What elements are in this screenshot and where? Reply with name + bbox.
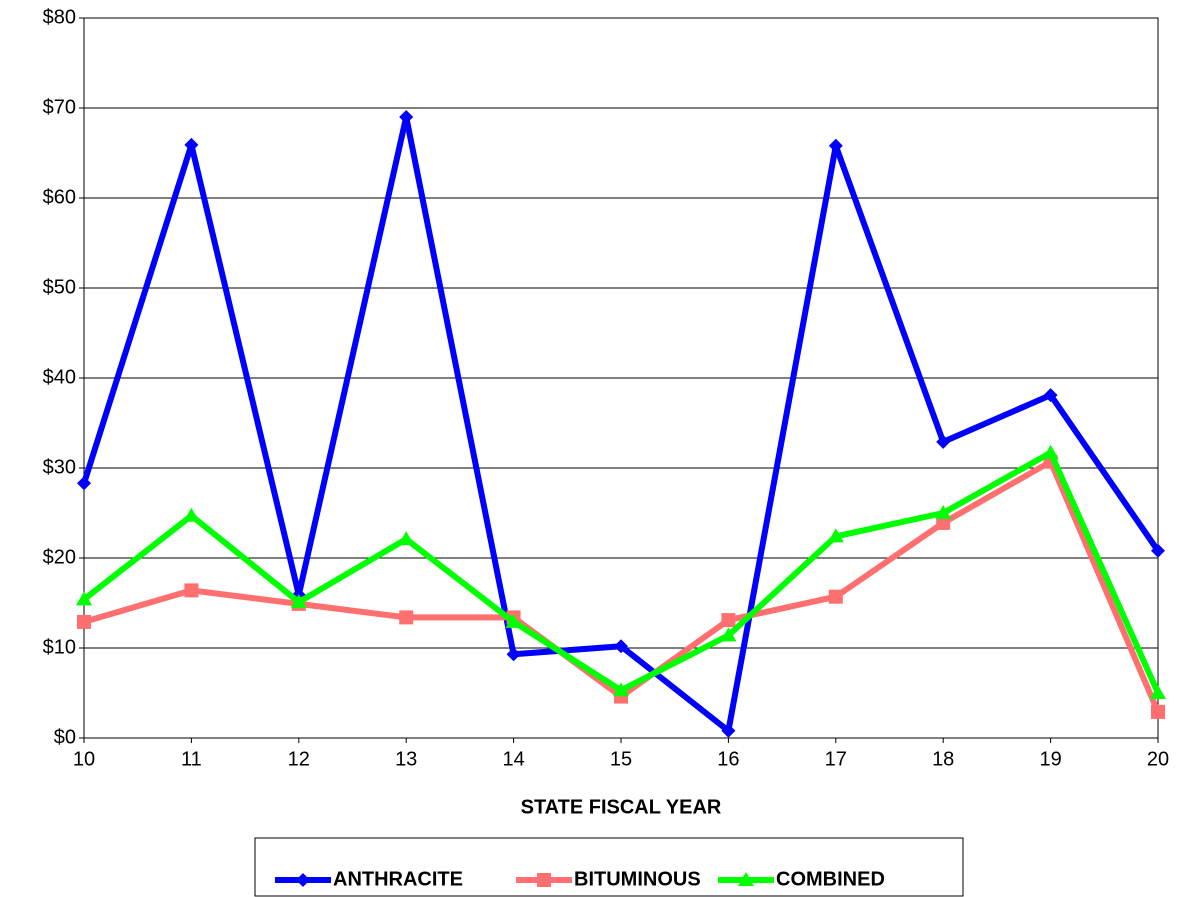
marker xyxy=(935,505,952,519)
marker xyxy=(183,507,200,522)
marker xyxy=(614,639,628,654)
marker xyxy=(827,528,844,543)
x-tick-label: 15 xyxy=(610,748,632,770)
legend-marker xyxy=(296,873,310,887)
y-tick-label: $70 xyxy=(43,96,76,118)
marker xyxy=(505,613,522,628)
marker xyxy=(399,110,414,124)
marker xyxy=(76,591,92,606)
x-axis-title: STATE FISCAL YEAR xyxy=(521,796,722,818)
marker xyxy=(398,531,415,546)
marker xyxy=(936,515,951,530)
legend-box xyxy=(254,837,964,897)
marker xyxy=(1151,543,1165,558)
y-tick-label: $20 xyxy=(43,546,76,568)
x-tick-label: 19 xyxy=(1039,748,1061,770)
marker xyxy=(184,583,199,598)
y-tick-label: $40 xyxy=(43,366,76,388)
marker xyxy=(399,610,414,625)
marker xyxy=(1042,444,1059,459)
marker xyxy=(506,647,521,662)
y-tick-label: $60 xyxy=(43,186,76,208)
y-tick-label: $10 xyxy=(43,636,76,658)
legend-marker xyxy=(537,873,551,887)
marker xyxy=(290,594,307,609)
marker xyxy=(828,589,843,604)
legend-label: COMBINED xyxy=(776,868,885,890)
marker xyxy=(720,627,737,642)
x-tick-label: 12 xyxy=(288,748,310,770)
marker xyxy=(721,613,736,628)
marker xyxy=(721,723,736,738)
x-tick-label: 17 xyxy=(825,748,847,770)
marker xyxy=(828,138,843,153)
legend-label: ANTHRACITE xyxy=(333,868,463,890)
marker xyxy=(936,434,951,449)
marker xyxy=(613,682,629,697)
x-tick-label: 13 xyxy=(395,748,417,770)
x-tick-label: 11 xyxy=(181,748,202,770)
legend-label: BITUMINOUS xyxy=(574,868,701,890)
marker xyxy=(77,614,91,629)
marker xyxy=(77,476,91,491)
marker xyxy=(1043,388,1058,403)
x-tick-label: 14 xyxy=(502,748,524,770)
marker xyxy=(184,137,199,152)
x-tick-label: 10 xyxy=(73,748,95,770)
x-tick-label: 20 xyxy=(1147,748,1169,770)
x-tick-label: 18 xyxy=(932,748,954,770)
series-line xyxy=(82,449,1161,695)
y-tick-label: $80 xyxy=(43,6,76,28)
y-tick-label: $30 xyxy=(43,456,76,478)
y-tick-label: $0 xyxy=(54,726,76,748)
x-tick-label: 16 xyxy=(717,748,739,770)
legend-marker xyxy=(738,872,754,886)
series-line xyxy=(81,114,1161,734)
marker xyxy=(1151,704,1165,719)
marker xyxy=(1150,685,1166,699)
y-tick-label: $50 xyxy=(43,276,76,298)
series-line xyxy=(83,458,1161,714)
